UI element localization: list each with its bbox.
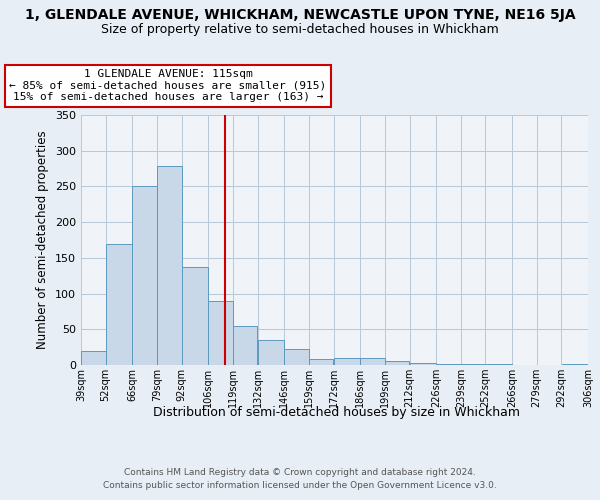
Bar: [233, 326, 257, 365]
Bar: [157, 166, 182, 365]
Bar: [81, 350, 106, 365]
Bar: [360, 358, 385, 365]
Text: Size of property relative to semi-detached houses in Whickham: Size of property relative to semi-detach…: [101, 22, 499, 36]
Y-axis label: Number of semi-detached properties: Number of semi-detached properties: [37, 130, 49, 350]
Text: 1, GLENDALE AVENUE, WHICKHAM, NEWCASTLE UPON TYNE, NE16 5JA: 1, GLENDALE AVENUE, WHICKHAM, NEWCASTLE …: [25, 8, 575, 22]
Bar: [309, 360, 334, 365]
Text: Contains public sector information licensed under the Open Government Licence v3: Contains public sector information licen…: [103, 482, 497, 490]
Text: 1 GLENDALE AVENUE: 115sqm
← 85% of semi-detached houses are smaller (915)
15% of: 1 GLENDALE AVENUE: 115sqm ← 85% of semi-…: [10, 70, 326, 102]
Bar: [106, 244, 132, 365]
Bar: [461, 364, 485, 365]
Bar: [410, 363, 436, 365]
Bar: [485, 364, 512, 365]
Text: Distribution of semi-detached houses by size in Whickham: Distribution of semi-detached houses by …: [152, 406, 520, 419]
Bar: [133, 186, 157, 365]
Bar: [436, 364, 461, 365]
Bar: [385, 362, 409, 365]
Bar: [208, 300, 233, 365]
Bar: [334, 358, 360, 365]
Bar: [284, 350, 309, 365]
Bar: [562, 364, 588, 365]
Text: Contains HM Land Registry data © Crown copyright and database right 2024.: Contains HM Land Registry data © Crown c…: [124, 468, 476, 477]
Bar: [258, 340, 284, 365]
Bar: [182, 267, 208, 365]
